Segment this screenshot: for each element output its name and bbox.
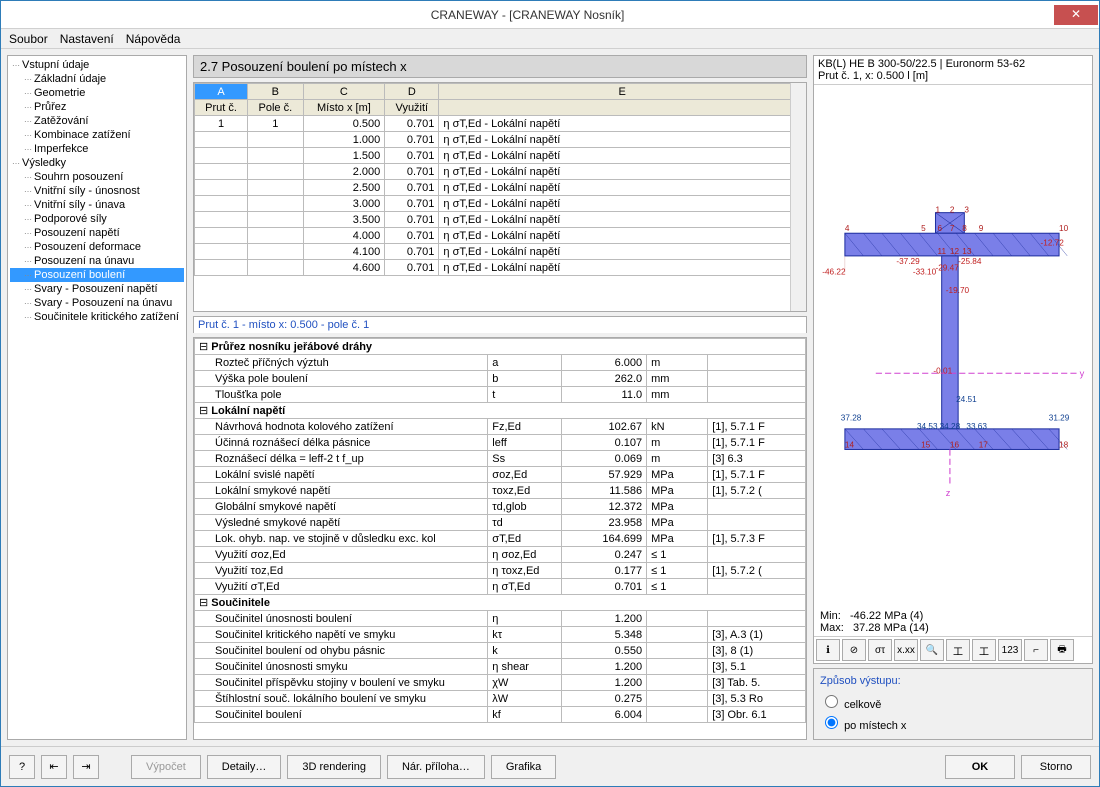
svg-text:7: 7 xyxy=(950,224,955,233)
svg-text:9: 9 xyxy=(979,224,984,233)
tb-xxx-icon[interactable]: x.xx xyxy=(894,639,918,661)
drawing-title-1: KB(L) HE B 300-50/22.5 | Euronorm 53-62 xyxy=(818,58,1088,70)
tree-group[interactable]: Výsledky xyxy=(10,156,184,170)
svg-text:3: 3 xyxy=(964,206,969,215)
svg-text:24.51: 24.51 xyxy=(956,395,977,404)
section-title: 2.7 Posouzení boulení po místech x xyxy=(193,55,807,78)
tree-item[interactable]: Součinitele kritického zatížení xyxy=(10,310,184,324)
menu-file[interactable]: Soubor xyxy=(9,32,48,46)
next-button[interactable]: ⇥ xyxy=(73,755,99,779)
tree-item[interactable]: Posouzení napětí xyxy=(10,226,184,240)
svg-text:31.29: 31.29 xyxy=(1049,414,1070,423)
drawing-title-2: Prut č. 1, x: 0.500 l [m] xyxy=(818,70,1088,82)
svg-text:14: 14 xyxy=(845,440,855,449)
close-button[interactable]: ✕ xyxy=(1054,5,1098,25)
cancel-button[interactable]: Storno xyxy=(1021,755,1091,779)
help-button[interactable]: ? xyxy=(9,755,35,779)
tb-cross-icon[interactable]: ⊘ xyxy=(842,639,866,661)
tb-axes-icon[interactable]: ⌐ xyxy=(1024,639,1048,661)
svg-text:8: 8 xyxy=(962,224,967,233)
nav-tree[interactable]: Vstupní údajeZákladní údajeGeometriePrůř… xyxy=(7,55,187,740)
svg-text:18: 18 xyxy=(1059,440,1069,449)
svg-text:17: 17 xyxy=(979,440,989,449)
svg-text:5: 5 xyxy=(921,224,926,233)
svg-text:4: 4 xyxy=(845,224,850,233)
tb-beam2-icon[interactable]: 工 xyxy=(972,639,996,661)
svg-text:34.53: 34.53 xyxy=(917,422,938,431)
footer: ? ⇤ ⇥ Výpočet Detaily… 3D rendering Nár.… xyxy=(1,746,1099,786)
svg-text:12: 12 xyxy=(950,247,960,256)
svg-text:z: z xyxy=(946,488,951,498)
tb-zoom-icon[interactable]: 🔍 xyxy=(920,639,944,661)
radio-total[interactable]: celkově xyxy=(820,691,1086,712)
tree-item[interactable]: Průřez xyxy=(10,100,184,114)
svg-text:-19.70: -19.70 xyxy=(946,286,970,295)
svg-text:1: 1 xyxy=(935,206,940,215)
tree-item[interactable]: Vnitřní síly - únava xyxy=(10,198,184,212)
tree-item[interactable]: Souhrn posouzení xyxy=(10,170,184,184)
attachment-button[interactable]: Nár. příloha… xyxy=(387,755,485,779)
detail-subtitle: Prut č. 1 - místo x: 0.500 - pole č. 1 xyxy=(193,316,807,333)
tree-item[interactable]: Imperfekce xyxy=(10,142,184,156)
svg-text:34.28: 34.28 xyxy=(940,422,961,431)
radio-byx[interactable]: po místech x xyxy=(820,712,1086,733)
svg-text:-25.84: -25.84 xyxy=(958,257,982,266)
tb-info-icon[interactable]: ℹ xyxy=(816,639,840,661)
svg-text:y: y xyxy=(1080,368,1085,378)
svg-text:15: 15 xyxy=(921,440,931,449)
output-mode: Způsob výstupu: celkově po místech x xyxy=(813,668,1093,740)
tree-item[interactable]: Zatěžování xyxy=(10,114,184,128)
tb-sigma-icon[interactable]: στ xyxy=(868,639,892,661)
tree-item[interactable]: Vnitřní síly - únosnost xyxy=(10,184,184,198)
svg-text:13: 13 xyxy=(962,247,972,256)
svg-text:-0.01: -0.01 xyxy=(933,366,952,375)
render-button[interactable]: 3D rendering xyxy=(287,755,381,779)
menu-settings[interactable]: Nastavení xyxy=(60,32,114,46)
drawing-toolbar: ℹ ⊘ στ x.xx 🔍 工 工 123 ⌐ 🖶 xyxy=(814,636,1092,663)
tree-item[interactable]: Geometrie xyxy=(10,86,184,100)
svg-text:2: 2 xyxy=(950,206,955,215)
graphics-button[interactable]: Grafika xyxy=(491,755,556,779)
tree-item[interactable]: Základní údaje xyxy=(10,72,184,86)
svg-text:33.63: 33.63 xyxy=(966,422,987,431)
tree-item[interactable]: Posouzení boulení xyxy=(10,268,184,282)
svg-text:16: 16 xyxy=(950,440,960,449)
ok-button[interactable]: OK xyxy=(945,755,1015,779)
scrollbar[interactable] xyxy=(790,83,806,311)
tb-print-icon[interactable]: 🖶 xyxy=(1050,639,1074,661)
tb-beam1-icon[interactable]: 工 xyxy=(946,639,970,661)
prev-button[interactable]: ⇤ xyxy=(41,755,67,779)
svg-text:10: 10 xyxy=(1059,224,1069,233)
svg-text:11: 11 xyxy=(938,247,947,256)
calc-button[interactable]: Výpočet xyxy=(131,755,201,779)
tree-item[interactable]: Kombinace zatížení xyxy=(10,128,184,142)
svg-text:6: 6 xyxy=(938,224,943,233)
svg-text:-37.29: -37.29 xyxy=(896,257,920,266)
tree-item[interactable]: Posouzení deformace xyxy=(10,240,184,254)
output-header: Způsob výstupu: xyxy=(820,675,1086,687)
titlebar: CRANEWAY - [CRANEWAY Nosník] ✕ xyxy=(1,1,1099,29)
svg-text:-46.22: -46.22 xyxy=(822,267,846,276)
svg-text:37.28: 37.28 xyxy=(841,414,862,423)
window-title: CRANEWAY - [CRANEWAY Nosník] xyxy=(1,8,1054,22)
menu-help[interactable]: Nápověda xyxy=(126,32,181,46)
drawing-canvas[interactable]: yz123456789101112131415161718-46.22-12.7… xyxy=(814,85,1092,608)
drawing-panel: KB(L) HE B 300-50/22.5 | Euronorm 53-62 … xyxy=(813,55,1093,664)
tree-item[interactable]: Posouzení na únavu xyxy=(10,254,184,268)
details-button[interactable]: Detaily… xyxy=(207,755,282,779)
svg-text:-12.72: -12.72 xyxy=(1041,239,1065,248)
svg-text:-29.47: -29.47 xyxy=(935,263,959,272)
detail-grid[interactable]: Průřez nosníku jeřábové dráhyRozteč příč… xyxy=(193,337,807,740)
svg-text:-33.10: -33.10 xyxy=(913,267,937,276)
tree-item[interactable]: Svary - Posouzení na únavu xyxy=(10,296,184,310)
tb-num-icon[interactable]: 123 xyxy=(998,639,1022,661)
tree-group[interactable]: Vstupní údaje xyxy=(10,58,184,72)
tree-item[interactable]: Svary - Posouzení napětí xyxy=(10,282,184,296)
main-grid[interactable]: ABCDEPrut č.Pole č.Místo x [m]Využití110… xyxy=(193,82,807,312)
tree-item[interactable]: Podporové síly xyxy=(10,212,184,226)
menubar: Soubor Nastavení Nápověda xyxy=(1,29,1099,49)
